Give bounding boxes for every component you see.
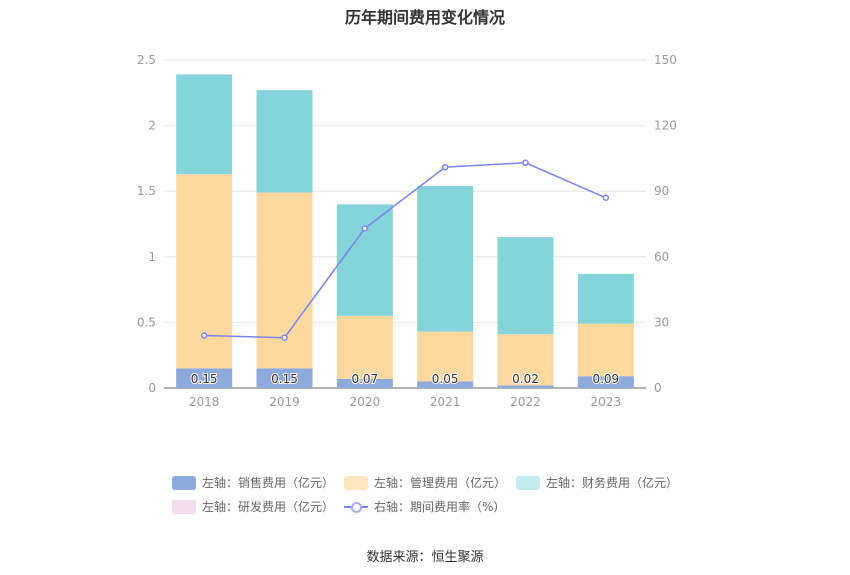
rate-line [204, 162, 607, 339]
bar-segment [336, 378, 393, 388]
bar-segment [577, 376, 634, 388]
y-right-tick-label: 0 [654, 381, 662, 395]
y-left-tick-label: 2.5 [137, 53, 156, 67]
bar-segment [176, 368, 233, 388]
x-tick-label: 2023 [591, 395, 622, 409]
bar-segment [417, 331, 474, 382]
rate-point [602, 194, 610, 202]
bar-segment [497, 385, 554, 388]
legend-swatch-rate [344, 500, 368, 514]
legend-label-rate: 右轴：期间费用率（%） [374, 500, 506, 514]
bar-segment [497, 334, 554, 386]
bar-segment [336, 204, 393, 316]
rate-point [281, 334, 288, 341]
legend-label-sales: 左轴：销售费用（亿元） [202, 476, 335, 490]
rate-point [361, 225, 369, 232]
source-note: 数据来源：恒生聚源 [366, 550, 484, 565]
rate-point [441, 163, 449, 171]
y-left-tick-label: 0 [148, 381, 156, 395]
legend-swatch-admin [344, 475, 368, 490]
data-label: 0.15 [271, 372, 298, 386]
y-left-tick-label: 0.5 [137, 315, 156, 329]
chart-title: 历年期间费用变化情况 [344, 8, 505, 27]
bar-segment [497, 237, 554, 335]
data-label: 0.15 [191, 372, 218, 386]
y-right-tick-label: 120 [654, 119, 677, 133]
bar-segment [417, 381, 474, 388]
y-right-tick-label: 30 [654, 315, 669, 329]
bar-segment [176, 174, 233, 369]
y-right-tick-label: 150 [654, 53, 677, 67]
legend-item-rate[interactable]: 右轴：期间费用率（%） [344, 498, 505, 515]
bar-segment [577, 273, 634, 324]
bar-segment [417, 185, 474, 332]
legend-swatch-rnd [172, 499, 196, 514]
bar-segment [256, 90, 313, 193]
data-label: 0.05 [432, 372, 459, 386]
data-label: 0.02 [512, 372, 539, 386]
y-left-tick-label: 1 [148, 250, 156, 264]
x-tick-label: 2019 [269, 395, 300, 409]
y-left-tick-label: 2 [148, 119, 156, 133]
data-label: 0.09 [592, 372, 619, 386]
y-left-tick-label: 1.5 [137, 184, 156, 198]
legend-label-admin: 左轴：管理费用（亿元） [374, 476, 507, 490]
legend-swatch-sales [172, 475, 196, 490]
rate-point [522, 159, 529, 167]
bar-segment [256, 192, 313, 369]
data-label: 0.07 [351, 372, 378, 386]
x-tick-label: 2018 [189, 395, 220, 409]
legend-item-rnd[interactable]: 左轴：研发费用（亿元） [172, 498, 334, 515]
bar-segment [256, 368, 313, 388]
x-tick-label: 2022 [510, 395, 541, 409]
x-tick-label: 2021 [430, 395, 461, 409]
legend-label-rnd: 左轴：研发费用（亿元） [202, 500, 335, 514]
legend-item-finance[interactable]: 左轴：财务费用（亿元） [516, 474, 678, 491]
legend-item-sales[interactable]: 左轴：销售费用（亿元） [172, 474, 334, 491]
x-tick-label: 2020 [350, 395, 381, 409]
bar-segment [176, 74, 233, 175]
legend-item-admin[interactable]: 左轴：管理费用（亿元） [344, 474, 506, 491]
y-right-tick-label: 90 [654, 184, 669, 198]
bar-segment [577, 323, 634, 377]
legend-label-finance: 左轴：财务费用（亿元） [546, 476, 679, 490]
bar-segment [336, 315, 393, 379]
legend-swatch-finance [516, 475, 540, 490]
rate-point [200, 332, 208, 339]
y-right-tick-label: 60 [654, 250, 669, 264]
